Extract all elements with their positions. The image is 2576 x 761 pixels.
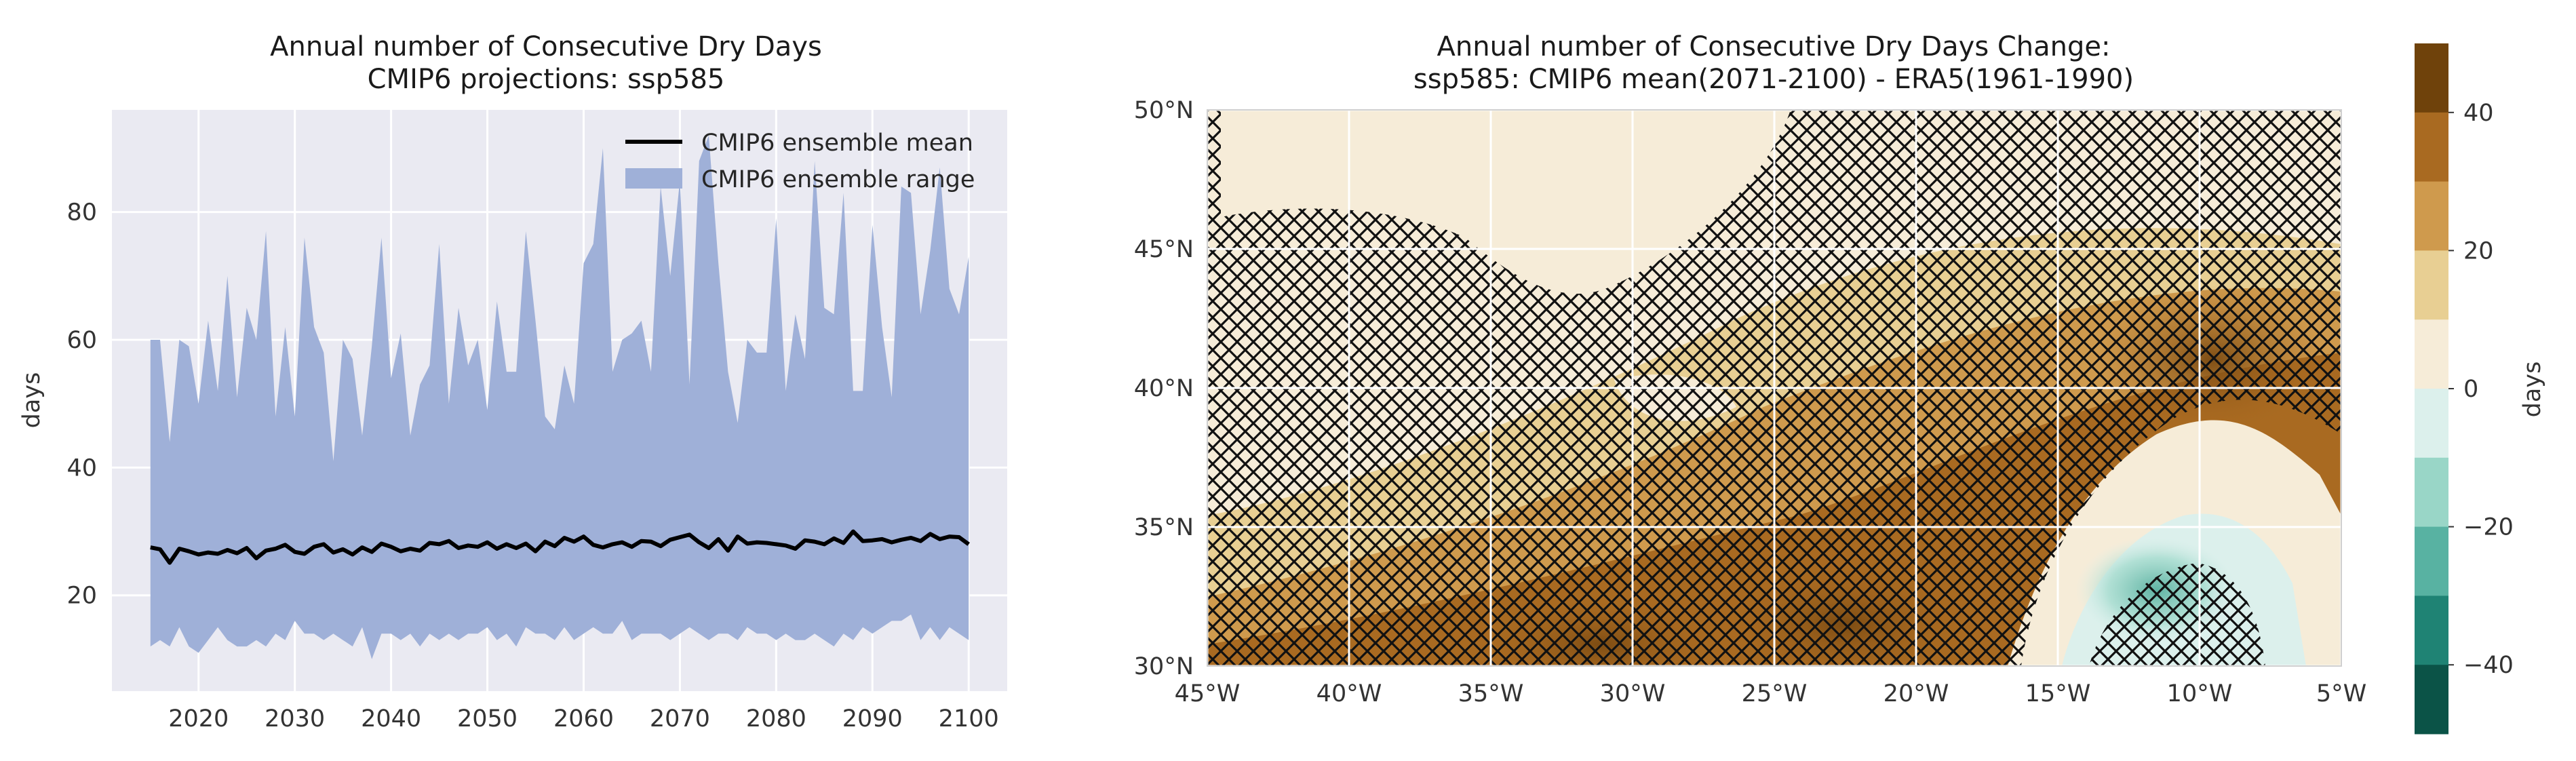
colorbar-tick-label: 0 — [2463, 376, 2478, 403]
legend: CMIP6 ensemble mean CMIP6 ensemble range — [625, 130, 975, 193]
colorbar-tick-label: 40 — [2463, 100, 2494, 127]
y-tick-label: 80 — [66, 199, 97, 227]
lon-tick-label: 30°W — [1600, 680, 1666, 707]
y-tick-label: 40 — [66, 454, 97, 482]
x-tick-label: 2030 — [265, 705, 325, 733]
lon-tick-label: 45°W — [1175, 680, 1241, 707]
colorbar — [2415, 43, 2448, 735]
lon-tick-label: 35°W — [1458, 680, 1524, 707]
colorbar-bin — [2415, 181, 2448, 251]
colorbar-tick-label: −40 — [2463, 652, 2514, 679]
colorbar-bin — [2415, 112, 2448, 182]
colorbar-bin — [2415, 665, 2448, 735]
map-field — [1207, 110, 2341, 666]
timeseries-panel: Annual number of Consecutive Dry Days CM… — [18, 31, 1007, 733]
nw-patch — [1207, 110, 1804, 278]
x-tick-label: 2050 — [457, 705, 518, 733]
map-frame — [1207, 109, 2342, 667]
colorbar-bin — [2415, 596, 2448, 665]
map-x-ticks: 45°W 40°W 35°W 30°W 25°W 20°W 15°W 10°W 5°W — [1175, 680, 2367, 707]
legend-range-label: CMIP6 ensemble range — [701, 166, 975, 193]
lat-tick-label: 35°N — [1134, 514, 1194, 541]
map-y-ticks: 30°N 35°N 40°N 45°N 50°N — [1134, 97, 1194, 680]
y-tick-label: 60 — [66, 327, 97, 354]
lon-tick-label: 40°W — [1316, 680, 1382, 707]
ts-title: Annual number of Consecutive Dry Days — [270, 31, 822, 62]
lat-tick-label: 45°N — [1134, 236, 1194, 263]
y-tick-label: 20 — [66, 583, 97, 610]
lat-tick-label: 30°N — [1134, 653, 1194, 680]
map-subtitle: ssp585: CMIP6 mean(2071-2100) - ERA5(196… — [1413, 64, 2134, 95]
ts-subtitle: CMIP6 projections: ssp585 — [368, 64, 725, 95]
colorbar-label: days — [2519, 362, 2546, 418]
x-tick-label: 2060 — [553, 705, 614, 733]
hatching-small — [2089, 563, 2265, 666]
x-tick-label: 2070 — [650, 705, 710, 733]
lon-tick-label: 25°W — [1742, 680, 1808, 707]
x-tick-label: 2090 — [842, 705, 903, 733]
colorbar-ticks: 40 20 0 −20 −40 — [2448, 100, 2514, 679]
colorbar-bin — [2415, 250, 2448, 320]
map-title: Annual number of Consecutive Dry Days Ch… — [1437, 31, 2111, 62]
map-gridlines — [1207, 110, 2341, 666]
colorbar-bin — [2415, 526, 2448, 596]
y-axis-label: days — [18, 372, 45, 429]
colorbar-bin — [2415, 319, 2448, 389]
colorbar-bin — [2415, 43, 2448, 113]
lon-tick-label: 5°W — [2316, 680, 2366, 707]
x-axis-ticks: 2020 2030 2040 2050 2060 2070 2080 2090 2100 — [168, 705, 999, 733]
ensemble-mean-line — [150, 529, 970, 565]
colorbar-bin — [2415, 389, 2448, 458]
x-tick-label: 2040 — [361, 705, 421, 733]
lat-tick-label: 40°N — [1134, 375, 1194, 402]
legend-range-swatch — [625, 168, 682, 189]
colorbar-bin — [2415, 457, 2448, 528]
lat-tick-label: 50°N — [1134, 97, 1194, 124]
colorbar-tick-label: −20 — [2463, 514, 2514, 541]
x-tick-label: 2020 — [168, 705, 229, 733]
lon-tick-label: 15°W — [2025, 680, 2091, 707]
colorbar-tick-label: 20 — [2463, 237, 2494, 265]
lon-tick-label: 10°W — [2167, 680, 2233, 707]
x-tick-label: 2080 — [746, 705, 806, 733]
ensemble-range-area — [150, 135, 969, 659]
lon-tick-label: 20°W — [1884, 680, 1949, 707]
legend-mean-label: CMIP6 ensemble mean — [701, 130, 973, 157]
x-tick-label: 2100 — [939, 705, 999, 733]
y-axis-ticks: 20 40 60 80 — [66, 199, 97, 610]
map-panel: Annual number of Consecutive Dry Days Ch… — [1134, 31, 2546, 735]
